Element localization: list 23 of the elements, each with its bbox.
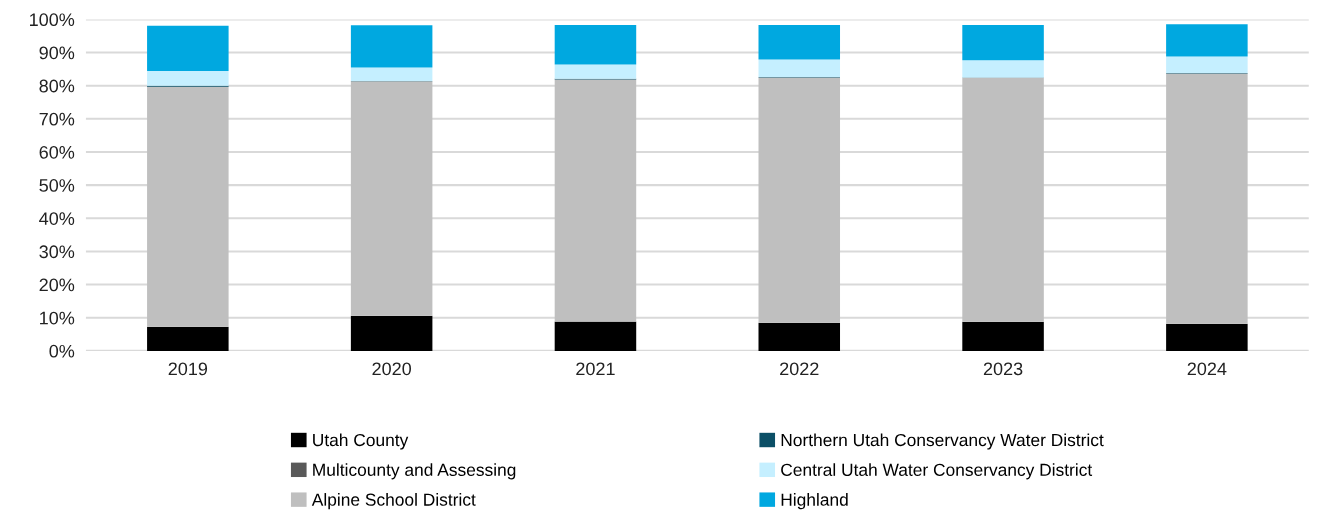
y-tick-label: 70% (39, 112, 75, 126)
y-tick-label: 100% (30, 13, 75, 27)
x-tick-label: 2022 (780, 362, 819, 376)
legend-label: Northern Utah Conservancy Water District (781, 433, 1104, 450)
y-tick-label: 90% (39, 46, 75, 60)
x-tick-label: 2024 (1187, 362, 1227, 376)
y-tick-label: 10% (40, 311, 75, 325)
legend-label: Highland (781, 493, 848, 510)
legend-label: Alpine School District (311, 493, 476, 510)
x-tick-label: 2021 (576, 362, 615, 376)
y-tick-label: 30% (39, 245, 75, 259)
y-tick-label: 80% (39, 79, 75, 93)
x-tick-label: 2020 (372, 362, 412, 376)
x-tick-label: 2019 (168, 362, 208, 376)
legend-label: Central Utah Water Conservancy District (781, 463, 1093, 480)
y-tick-label: 40% (39, 212, 75, 225)
legend-label: Utah County (313, 433, 409, 450)
legend-label: Multicounty and Assessing (313, 463, 516, 480)
y-tick-label: 50% (39, 179, 75, 192)
y-tick-label: 60% (39, 145, 75, 159)
y-tick-label: 20% (39, 278, 75, 292)
x-tick-label: 2023 (983, 362, 1023, 376)
y-tick-label: 0% (49, 344, 75, 358)
